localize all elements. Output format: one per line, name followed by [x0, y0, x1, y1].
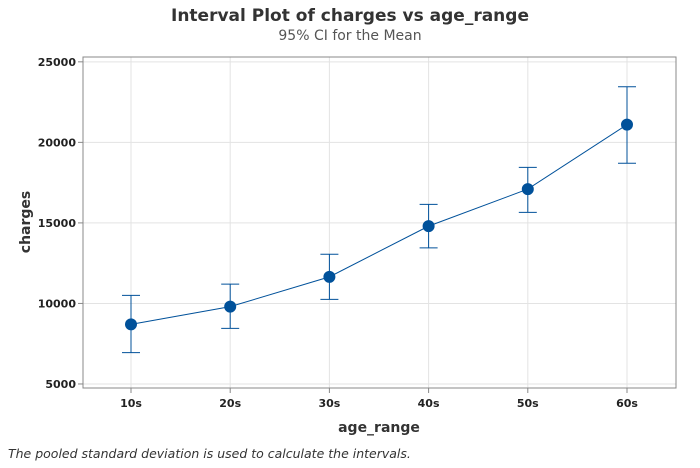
mean-point	[125, 318, 137, 331]
x-axis: 10s 20s 30s 40s 50s 60s	[120, 388, 638, 410]
chart-subtitle: 95% CI for the Mean	[278, 28, 421, 44]
chart-title: Interval Plot of charges vs age_range	[171, 6, 529, 26]
mean-point	[422, 220, 435, 233]
mean-connect-line	[130, 124, 628, 325]
y-tick-label: 5000	[45, 378, 76, 391]
gridlines	[83, 57, 676, 388]
mean-point	[323, 270, 336, 283]
x-tick-label: 20s	[219, 397, 241, 410]
y-axis: 5000 10000 15000 20000 25000	[38, 56, 83, 391]
mean-point	[224, 300, 237, 313]
x-axis-label: age_range	[338, 420, 420, 436]
y-tick-label: 20000	[38, 136, 77, 149]
x-tick-label: 60s	[616, 397, 638, 410]
footnote: The pooled standard deviation is used to…	[8, 446, 411, 461]
mean-point	[521, 183, 534, 196]
y-axis-label: charges	[18, 191, 34, 253]
x-tick-label: 30s	[318, 397, 340, 410]
x-tick-label: 50s	[517, 397, 539, 410]
mean-points	[125, 118, 633, 331]
x-tick-label: 10s	[120, 397, 142, 410]
y-tick-label: 10000	[38, 297, 77, 310]
interval-plot: Interval Plot of charges vs age_range 95…	[18, 6, 677, 436]
mean-point	[621, 118, 633, 131]
y-tick-label: 25000	[38, 56, 77, 69]
y-tick-label: 15000	[38, 217, 77, 230]
x-tick-label: 40s	[418, 397, 440, 410]
